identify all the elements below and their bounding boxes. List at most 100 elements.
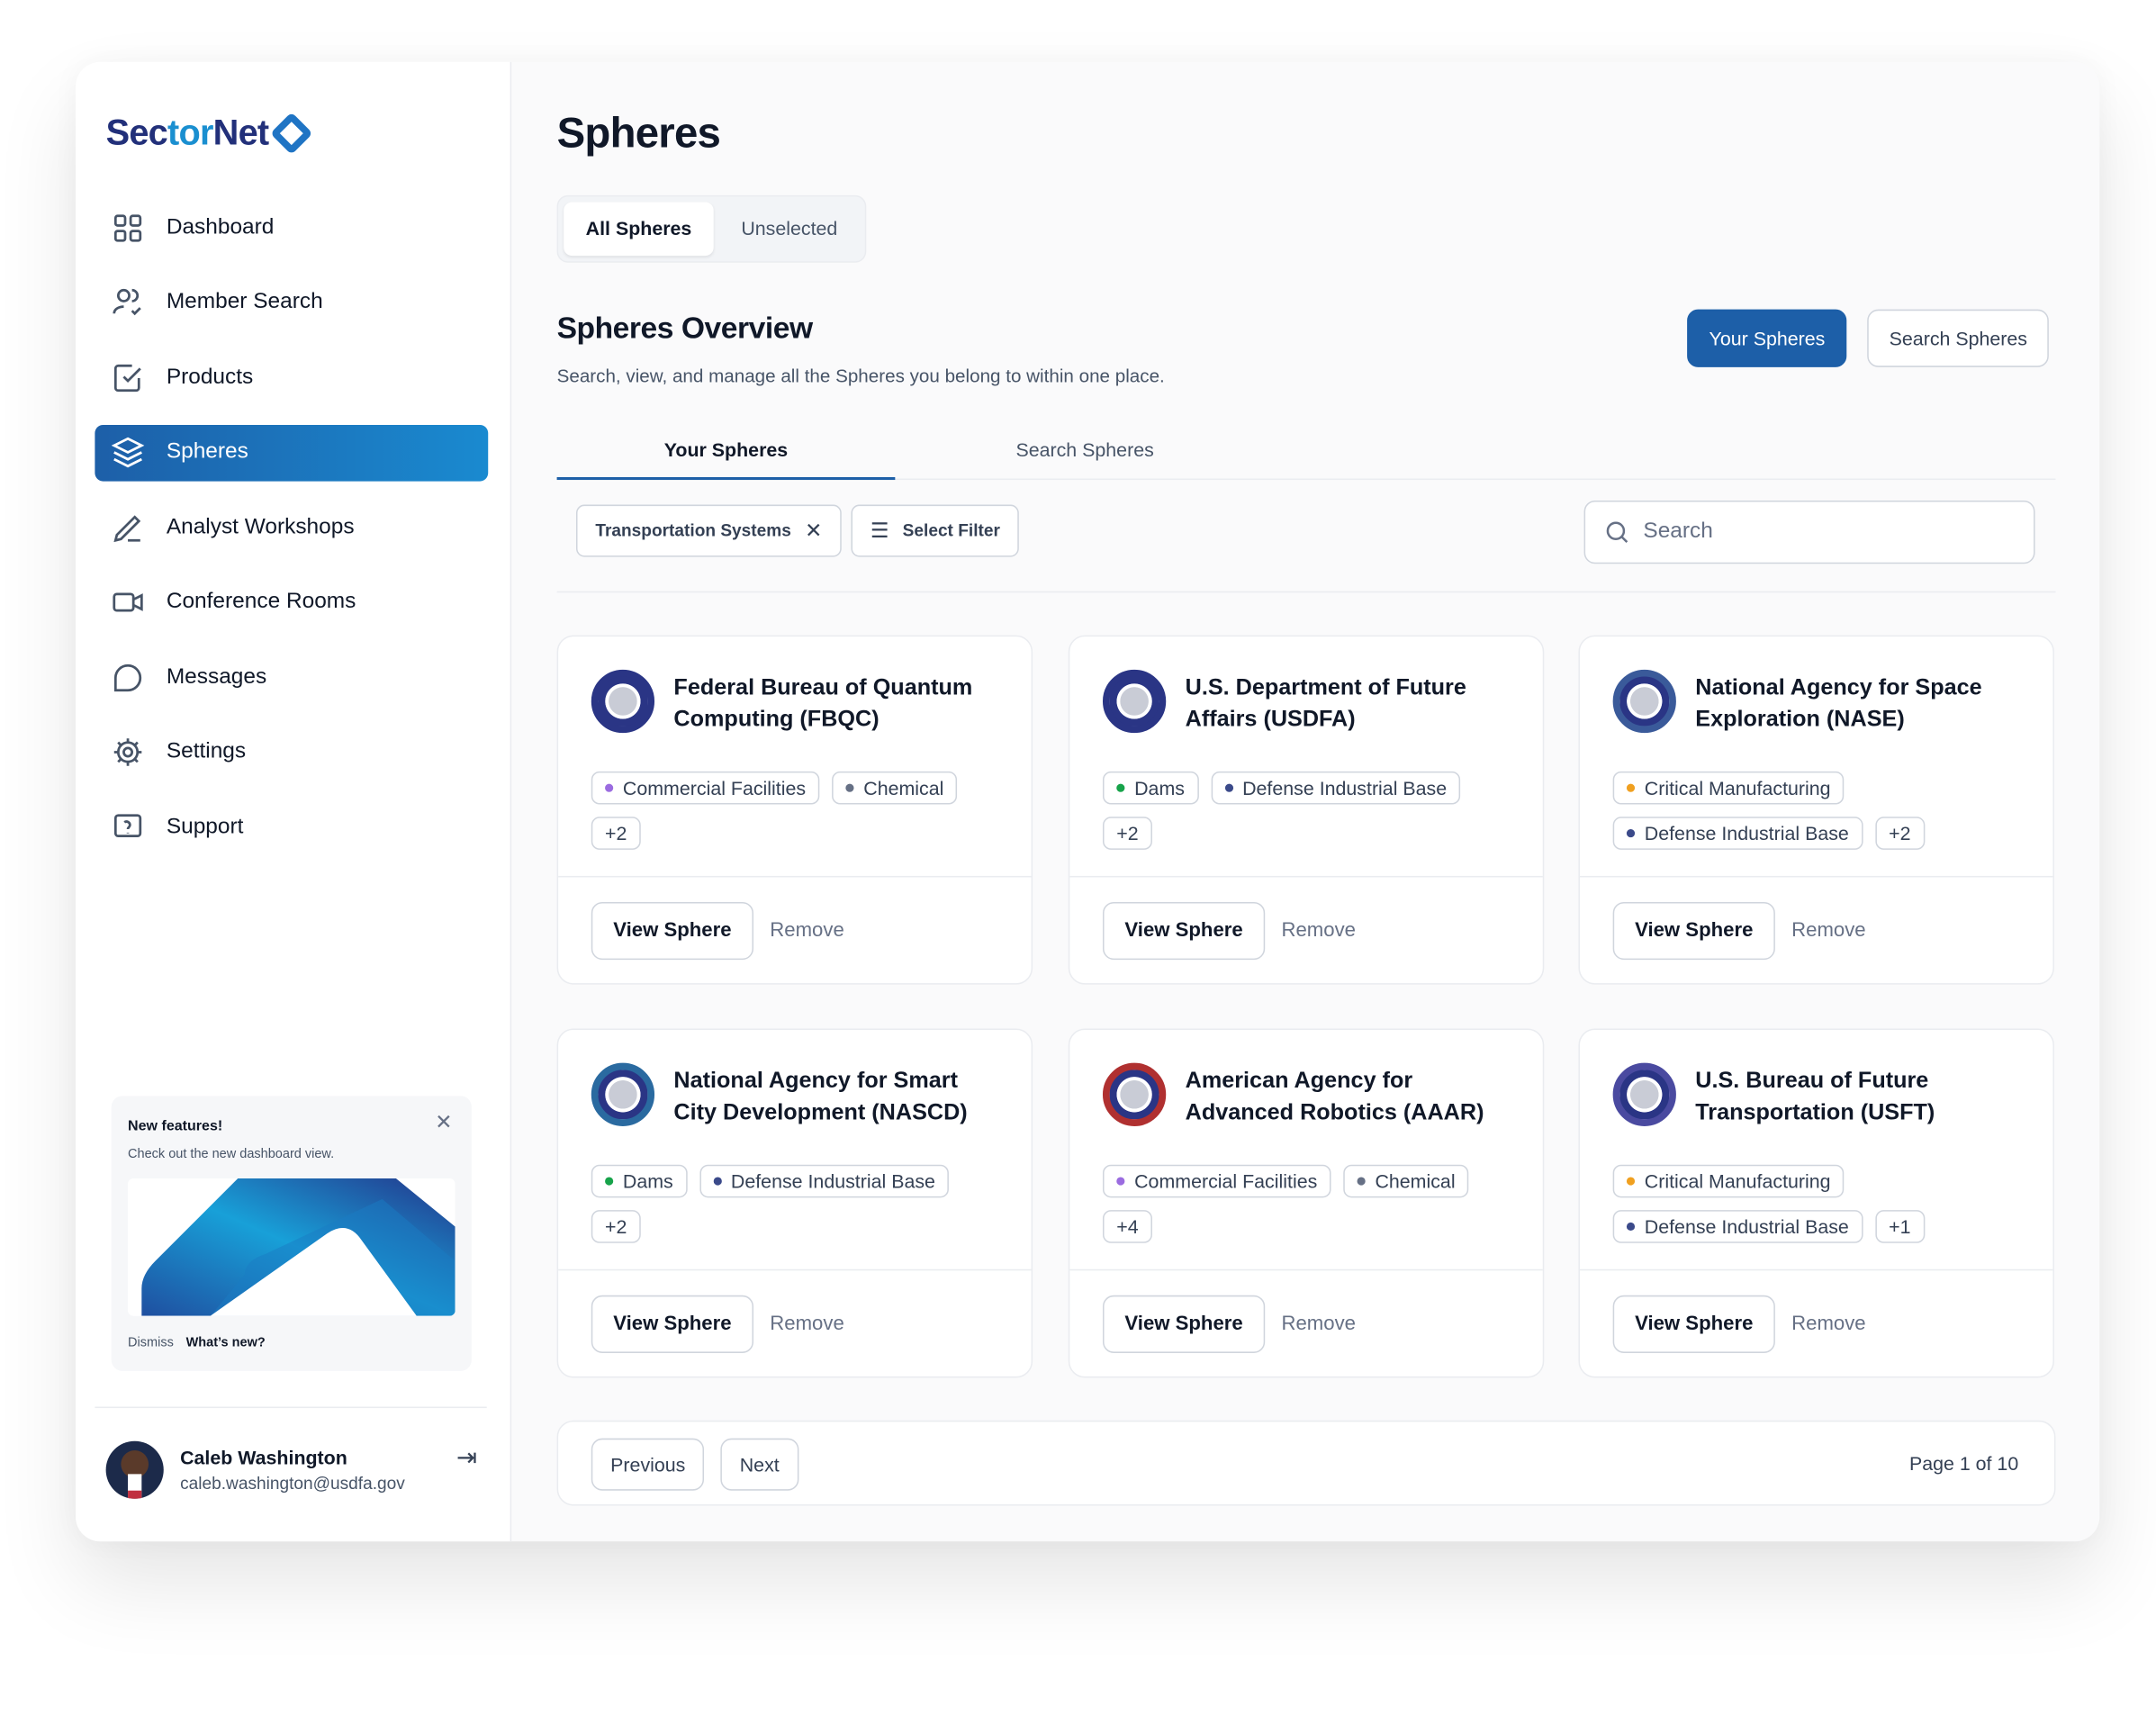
sidebar-item-spheres[interactable]: Spheres [95,424,489,481]
status-dot [1116,783,1125,792]
status-dot [605,1177,614,1186]
card-title: U.S. Bureau of Future Transportation (US… [1695,1068,1935,1125]
view-sphere-button[interactable]: View Sphere [591,901,753,960]
agency-seal-icon [1102,1062,1167,1126]
layers-icon [111,437,145,468]
sidebar-item-conference-rooms[interactable]: Conference Rooms [95,574,488,631]
avatar[interactable] [105,1440,164,1499]
close-icon[interactable]: ✕ [435,1111,453,1135]
tag-list: Critical Manufacturing Defense Industrial… [1580,771,2052,879]
previous-button[interactable]: Previous [591,1438,705,1491]
tag-label: Chemical [1375,1169,1456,1193]
tab-your-spheres[interactable]: Your Spheres [556,422,896,481]
sidebar-item-support[interactable]: Support [95,799,488,855]
more-tags-badge[interactable]: +4 [1102,1210,1152,1243]
sidebar-item-analyst-workshops[interactable]: Analyst Workshops [95,499,488,555]
search-box[interactable] [1583,500,2035,564]
sidebar-item-label: Analyst Workshops [166,515,355,538]
agency-seal-icon [591,669,655,734]
remove-button[interactable]: Remove [770,1312,844,1335]
view-sphere-button[interactable]: View Sphere [1612,901,1775,960]
promo-image [128,1178,456,1316]
sector-tag: Defense Industrial Base [1210,771,1461,805]
view-sphere-button[interactable]: View Sphere [1102,901,1266,960]
search-spheres-button[interactable]: Search Spheres [1867,309,2050,367]
card-title: American Agency for Advanced Robotics (A… [1185,1068,1484,1125]
card-title: National Agency for Space Exploration (N… [1695,674,1982,732]
next-button[interactable]: Next [720,1438,799,1491]
tag-label: Dams [1134,776,1185,799]
sidebar-item-settings[interactable]: Settings [95,724,488,781]
sidebar-item-label: Conference Rooms [166,590,356,614]
logout-icon[interactable]: ⇥ [456,1443,478,1472]
sector-tag: Defense Industrial Base [1612,817,1863,850]
view-sphere-button[interactable]: View Sphere [1102,1295,1266,1353]
card-title: U.S. Department of Future Affairs (USDFA… [1185,674,1466,732]
status-dot [605,783,614,792]
user-name: Caleb Washington [180,1446,347,1469]
segment-all-spheres[interactable]: All Spheres [564,202,714,257]
more-tags-badge[interactable]: +2 [1874,817,1925,850]
tag-label: Commercial Facilities [1134,1169,1318,1193]
filter-lines-icon: ☰ [870,519,889,544]
sphere-card: National Agency for Space Exploration (N… [1578,635,2054,985]
sector-tag: Dams [591,1164,688,1198]
your-spheres-button[interactable]: Your Spheres [1687,309,1847,367]
sidebar-item-label: Dashboard [166,215,275,239]
search-input[interactable] [1643,519,2015,545]
remove-button[interactable]: Remove [1281,919,1356,942]
sidebar-item-products[interactable]: Products [95,349,488,406]
sphere-card: National Agency for Smart City Developme… [556,1028,1033,1378]
status-dot [845,783,854,792]
checkbox-icon [113,364,141,392]
more-tags-badge[interactable]: +2 [1102,817,1152,850]
tag-label: Defense Industrial Base [730,1169,935,1193]
user-email: caleb.washington@usdfa.gov [180,1474,405,1494]
more-tags-badge[interactable]: +2 [591,817,641,850]
tab-search-spheres[interactable]: Search Spheres [1015,438,1154,461]
chat-icon [113,663,142,691]
sidebar-item-label: Support [166,814,244,838]
more-tags-badge[interactable]: +1 [1874,1210,1925,1243]
active-filter-chip[interactable]: Transportation Systems ✕ [575,504,842,557]
dismiss-button[interactable]: Dismiss [128,1335,174,1350]
section-subtitle: Search, view, and manage all the Spheres… [556,366,1165,387]
close-icon[interactable]: ✕ [805,519,823,544]
segment-unselected[interactable]: Unselected [741,217,838,239]
view-sphere-button[interactable]: View Sphere [591,1295,753,1353]
tag-label: Defense Industrial Base [1242,776,1448,799]
status-dot [1626,1222,1636,1232]
sidebar-item-dashboard[interactable]: Dashboard [95,199,488,256]
select-filter-button[interactable]: ☰ Select Filter [851,504,1020,557]
new-features-card: New features! ✕ Check out the new dashbo… [111,1096,472,1371]
tag-label: Dams [622,1169,673,1193]
tag-label: Critical Manufacturing [1644,776,1831,799]
sidebar-item-member-search[interactable]: Member Search [95,275,488,331]
sidebar-item-label: Spheres [166,439,248,464]
logo-text-1: Sec [105,111,168,153]
view-sphere-button[interactable]: View Sphere [1612,1295,1775,1353]
sidebar-item-label: Messages [166,664,267,689]
segmented-control: All Spheres Unselected [556,194,867,263]
remove-button[interactable]: Remove [1791,919,1866,942]
sphere-card: U.S. Bureau of Future Transportation (US… [1578,1028,2054,1378]
tag-list: Dams Defense Industrial Base +2 [558,1164,1031,1272]
status-dot [1626,829,1636,838]
tag-label: Defense Industrial Base [1644,822,1849,844]
status-dot [1357,1177,1366,1186]
sector-tag: Chemical [1343,1164,1469,1198]
more-tags-badge[interactable]: +2 [591,1210,641,1243]
logo[interactable]: Sec tor Net [105,111,314,155]
sector-tag: Defense Industrial Base [1612,1210,1863,1243]
whats-new-button[interactable]: What’s new? [185,1335,266,1350]
agency-seal-icon [591,1062,655,1126]
search-icon [1606,521,1628,544]
remove-button[interactable]: Remove [770,919,844,942]
status-dot [713,1177,722,1186]
users-check-icon [113,288,141,316]
remove-button[interactable]: Remove [1281,1312,1356,1335]
tag-list: Critical Manufacturing Defense Industrial… [1580,1164,2052,1272]
sidebar-item-label: Member Search [166,290,323,314]
remove-button[interactable]: Remove [1791,1312,1866,1335]
sidebar-item-messages[interactable]: Messages [95,649,488,706]
